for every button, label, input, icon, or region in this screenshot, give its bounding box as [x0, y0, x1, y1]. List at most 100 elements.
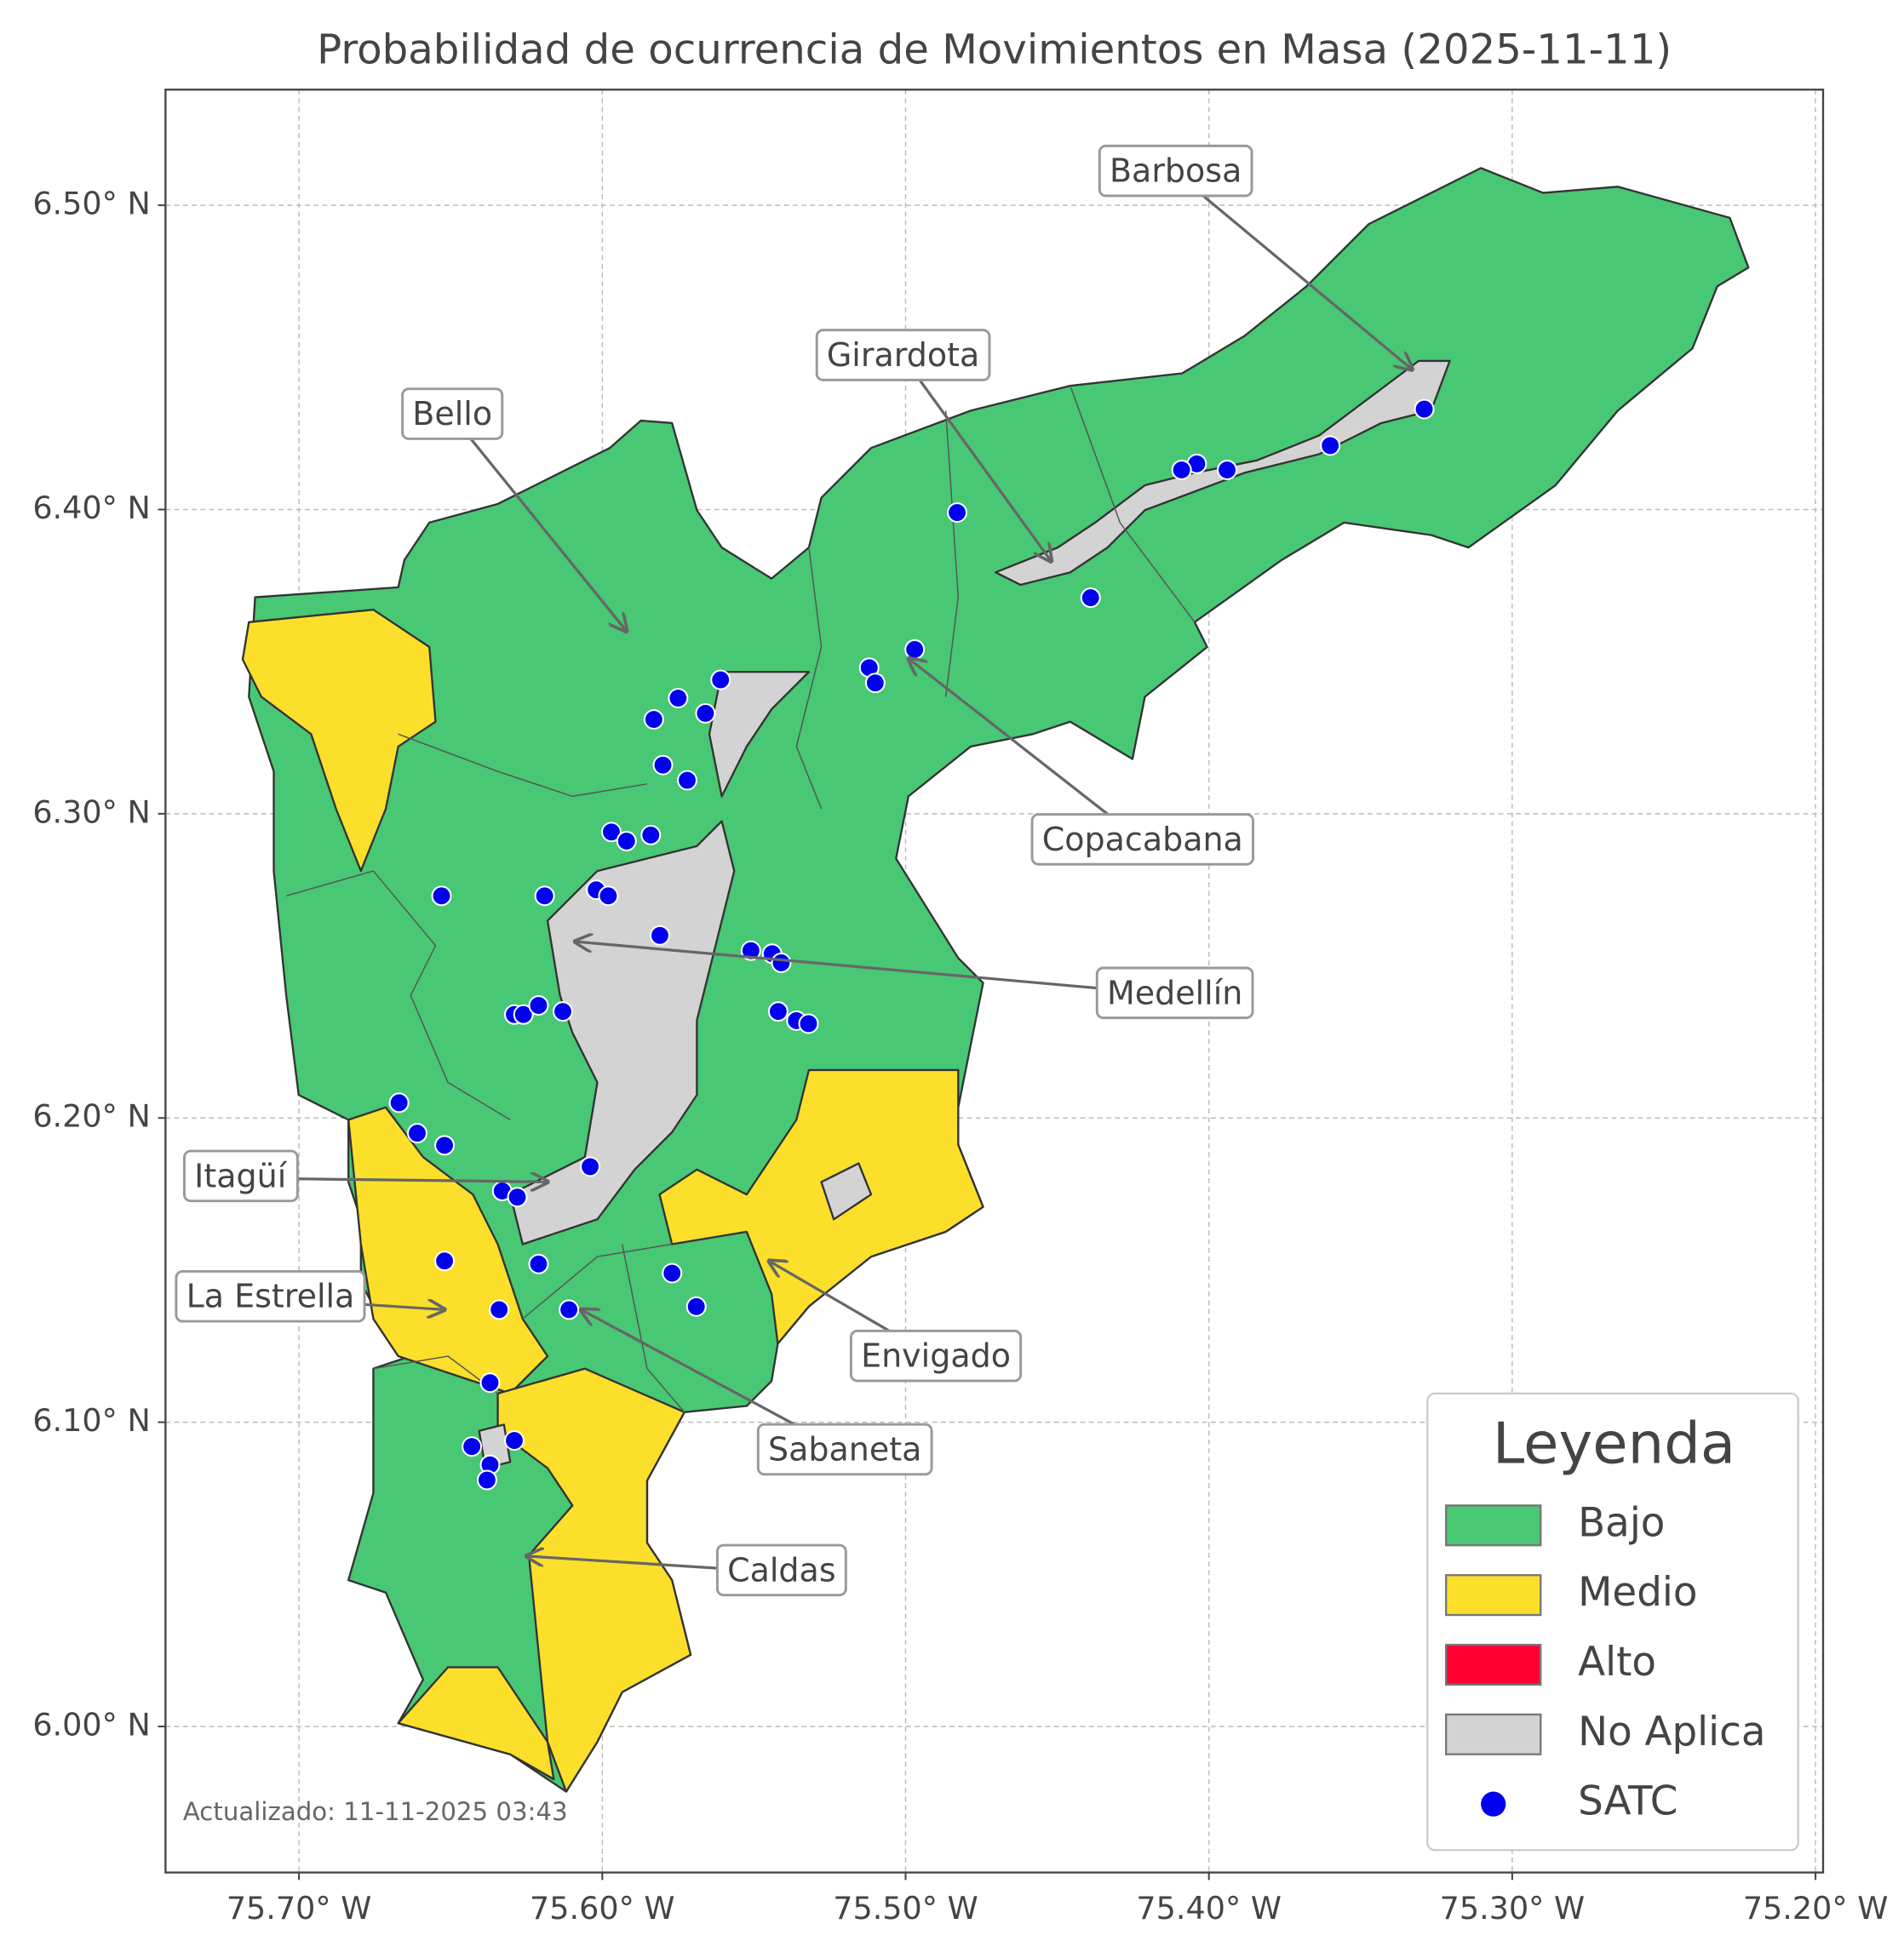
x-tick-label: 75.40° W — [1136, 1890, 1282, 1927]
station-marker — [1171, 460, 1192, 481]
station-marker — [434, 1135, 456, 1156]
x-tick-label: 75.70° W — [227, 1890, 372, 1927]
station-marker — [643, 709, 664, 730]
annotation-label: Girardota — [827, 336, 979, 374]
station-marker — [1414, 398, 1435, 420]
station-marker — [431, 885, 452, 907]
station-marker — [528, 1253, 549, 1274]
annotation-box — [849, 1329, 1023, 1383]
annotation-label: Itagüí — [194, 1157, 288, 1194]
region-medio — [496, 1367, 692, 1793]
station-marker — [598, 885, 619, 907]
station-marker — [479, 1372, 501, 1394]
station-marker — [553, 1001, 573, 1022]
legend-swatch — [1445, 1643, 1542, 1686]
station-marker — [1320, 435, 1341, 456]
station-marker — [434, 1251, 456, 1272]
annotation-label: Bello — [412, 395, 492, 432]
annotation-box — [175, 1269, 366, 1323]
x-tick-label: 75.60° W — [530, 1890, 675, 1927]
annotation-label: Caldas — [727, 1551, 836, 1589]
x-tick-label: 75.50° W — [833, 1890, 978, 1927]
station-marker — [528, 995, 549, 1016]
legend-label: Alto — [1578, 1640, 1656, 1686]
annotation-box — [715, 1543, 847, 1597]
station-marker — [640, 824, 662, 845]
station-marker — [864, 673, 886, 694]
station-marker — [534, 885, 555, 907]
station-marker — [507, 1187, 528, 1208]
station-marker — [601, 822, 622, 843]
station-marker — [407, 1123, 428, 1144]
station-marker — [668, 688, 689, 709]
annotation-arrow — [1174, 171, 1413, 369]
y-tick-label: 6.40° N — [32, 490, 150, 526]
region-medio — [241, 609, 437, 873]
legend-label: No Aplica — [1578, 1709, 1765, 1755]
municipal-boundary — [285, 385, 1196, 1413]
station-marker — [616, 831, 637, 852]
annotation-label: Copacabana — [1042, 821, 1243, 858]
station-marker — [767, 1001, 789, 1022]
region-no-aplica — [509, 820, 736, 1245]
legend-label: SATC — [1578, 1779, 1677, 1825]
annotation-label: Sabaneta — [768, 1430, 921, 1468]
annotation-box — [1095, 966, 1254, 1020]
station-marker — [462, 1436, 483, 1457]
legend-marker — [1481, 1791, 1506, 1817]
station-marker — [798, 1013, 819, 1034]
annotation-box — [401, 387, 504, 440]
station-marker — [685, 1296, 707, 1317]
station-marker — [476, 1469, 497, 1491]
legend: Bajo Medio Alto No Aplica SATC — [1445, 1500, 1766, 1825]
x-tick-label: 75.30° W — [1440, 1890, 1586, 1927]
station-marker — [1217, 460, 1238, 481]
annotation-arrow — [902, 356, 1052, 562]
station-marker — [947, 502, 968, 524]
annotation-box — [182, 1149, 299, 1203]
regions — [241, 167, 1750, 1793]
annotation-label: Barbosa — [1110, 152, 1242, 190]
annotation-arrow — [575, 942, 1175, 997]
annotation-box — [1030, 813, 1254, 866]
station-marker — [771, 952, 792, 973]
station-marker — [580, 1156, 601, 1177]
region-medio — [397, 1666, 555, 1781]
annotation-box — [756, 1423, 933, 1476]
x-tick-label: 75.20° W — [1743, 1890, 1889, 1927]
region-no-aplica — [478, 1162, 873, 1469]
station-marker — [904, 638, 926, 660]
station-marker — [513, 1004, 534, 1025]
footnote: Actualizado: 11-11-2025 03:43 — [183, 1797, 568, 1826]
legend-swatch — [1445, 1504, 1542, 1547]
annotation-arrow — [909, 659, 1144, 843]
legend-swatch — [1445, 1574, 1542, 1617]
station-marker — [504, 1430, 525, 1451]
plot-frame — [164, 89, 1825, 1874]
station-marker — [652, 754, 674, 776]
station-marker — [1080, 587, 1101, 609]
station-marker — [677, 770, 698, 791]
legend-label: Bajo — [1578, 1500, 1665, 1546]
station-marker — [649, 925, 670, 946]
y-tick-label: 6.20° N — [32, 1098, 150, 1135]
region-no-aplica — [708, 671, 811, 798]
annotation-arrow — [450, 415, 627, 632]
map-title: Probabilidad de ocurrencia de Movimiento… — [317, 26, 1672, 73]
station-marker — [559, 1299, 580, 1320]
legend-swatch — [1445, 1713, 1542, 1755]
y-tick-label: 6.50° N — [32, 186, 150, 222]
region-medio — [658, 1068, 984, 1345]
y-tick-label: 6.30° N — [32, 793, 150, 830]
annotation-label: Medellín — [1107, 974, 1242, 1011]
station-marker — [489, 1299, 510, 1320]
y-tick-label: 6.10° N — [32, 1402, 150, 1439]
stations — [388, 398, 1435, 1491]
annotation-label: La Estrella — [186, 1278, 355, 1315]
legend-title: Leyenda — [1493, 1410, 1735, 1476]
station-marker — [710, 669, 731, 690]
station-marker — [695, 702, 716, 724]
y-tick-label: 6.00° N — [32, 1707, 150, 1743]
